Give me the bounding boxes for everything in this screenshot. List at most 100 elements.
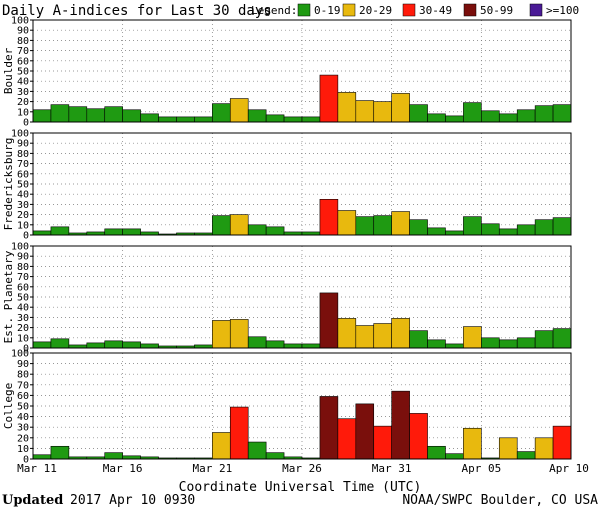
- bar: [212, 215, 231, 236]
- bar: [516, 224, 536, 236]
- y-tick-label: 100: [11, 129, 29, 140]
- x-tick-label: Mar 31: [372, 462, 412, 475]
- bar: [463, 427, 482, 460]
- y-tick-label: 50: [17, 402, 29, 413]
- legend-title: Legend:: [251, 4, 297, 17]
- y-tick-label: 90: [17, 252, 29, 263]
- legend-swatch-2: [402, 3, 416, 17]
- bar: [534, 219, 554, 236]
- y-tick-label: 50: [17, 293, 29, 304]
- x-tick-label: Apr 10: [549, 462, 589, 475]
- bar: [534, 105, 554, 123]
- bar: [409, 104, 428, 123]
- bar: [445, 115, 464, 123]
- bar: [122, 109, 141, 123]
- bar: [32, 230, 52, 236]
- y-tick-label: 0: [23, 118, 29, 129]
- bar: [445, 230, 464, 236]
- x-tick-label: Mar 26: [282, 462, 322, 475]
- bar: [229, 406, 249, 460]
- bar: [373, 101, 392, 123]
- bar: [409, 330, 428, 349]
- y-tick-label: 80: [17, 36, 29, 47]
- bar: [229, 98, 249, 123]
- bar: [355, 100, 375, 123]
- y-tick-label: 10: [17, 333, 29, 344]
- legend: Legend: 0-19 20-29 30-49 50-99 >=100: [251, 3, 579, 17]
- bar: [534, 330, 554, 349]
- bar: [32, 341, 52, 349]
- bar: [50, 104, 70, 123]
- y-tick-label: 10: [17, 220, 29, 231]
- bar: [86, 342, 106, 349]
- bar: [355, 403, 375, 460]
- bar: [212, 320, 231, 349]
- bar: [445, 453, 464, 460]
- x-tick-label: Mar 16: [103, 462, 143, 475]
- y-tick-label: 60: [17, 282, 29, 293]
- bar: [68, 106, 88, 123]
- legend-swatch-3: [463, 3, 477, 17]
- bar: [50, 338, 70, 349]
- y-tick-label: 20: [17, 210, 29, 221]
- bar: [283, 343, 303, 349]
- y-tick-label: 30: [17, 200, 29, 211]
- bar: [247, 109, 267, 123]
- x-tick-label: Mar 21: [192, 462, 232, 475]
- legend-swatch-1: [342, 3, 356, 17]
- y-tick-label: 80: [17, 370, 29, 381]
- y-tick-label: 10: [17, 107, 29, 118]
- bar: [32, 454, 52, 460]
- bar: [391, 211, 410, 236]
- y-tick-label: 0: [23, 455, 29, 466]
- bar: [498, 437, 518, 460]
- bar: [409, 413, 428, 460]
- y-tick-label: 100: [11, 242, 29, 253]
- chart-title: Daily A-indices for Last 30 days: [2, 3, 272, 19]
- bar: [337, 92, 357, 123]
- y-tick-label: 90: [17, 359, 29, 370]
- bar: [337, 210, 357, 236]
- bar: [552, 328, 572, 349]
- y-tick-label: 30: [17, 87, 29, 98]
- bar: [50, 226, 70, 236]
- x-axis: Mar 11 Mar 16 Mar 21 Mar 26 Mar 31 Apr 05 Apr …: [17, 462, 589, 475]
- y-tick-label: 30: [17, 313, 29, 324]
- bar: [32, 109, 52, 123]
- bar: [498, 228, 518, 236]
- bar: [427, 113, 446, 123]
- x-tick-label: Apr 05: [461, 462, 501, 475]
- y-tick-label: 40: [17, 303, 29, 314]
- bar: [122, 341, 141, 349]
- bar: [516, 337, 536, 349]
- legend-label-0: 0-19: [314, 4, 341, 17]
- bar: [140, 343, 159, 349]
- bar: [391, 93, 410, 123]
- y-tick-label: 20: [17, 323, 29, 334]
- y-tick-label: 60: [17, 391, 29, 402]
- y-tick-label: 100: [11, 16, 29, 27]
- x-tick-label: Mar 11: [17, 462, 57, 475]
- bar: [301, 343, 321, 349]
- bar: [265, 340, 285, 349]
- source-credit: NOAA/SWPC Boulder, CO USA: [402, 493, 598, 508]
- bar: [445, 343, 464, 349]
- bar: [265, 226, 285, 236]
- x-axis-label: Coordinate Universal Time (UTC): [179, 480, 422, 495]
- bar: [104, 452, 123, 460]
- y-tick-label: 50: [17, 180, 29, 191]
- bar: [481, 223, 500, 236]
- bar: [373, 425, 392, 460]
- y-tick-label: 10: [17, 444, 29, 455]
- y-tick-label: 20: [17, 433, 29, 444]
- bar: [265, 452, 285, 460]
- y-tick-label: 0: [23, 231, 29, 242]
- bar: [552, 425, 572, 460]
- y-tick-label: 40: [17, 77, 29, 88]
- bar: [481, 110, 500, 123]
- bar: [516, 451, 536, 460]
- bar: [463, 216, 482, 236]
- y-tick-label: 90: [17, 26, 29, 37]
